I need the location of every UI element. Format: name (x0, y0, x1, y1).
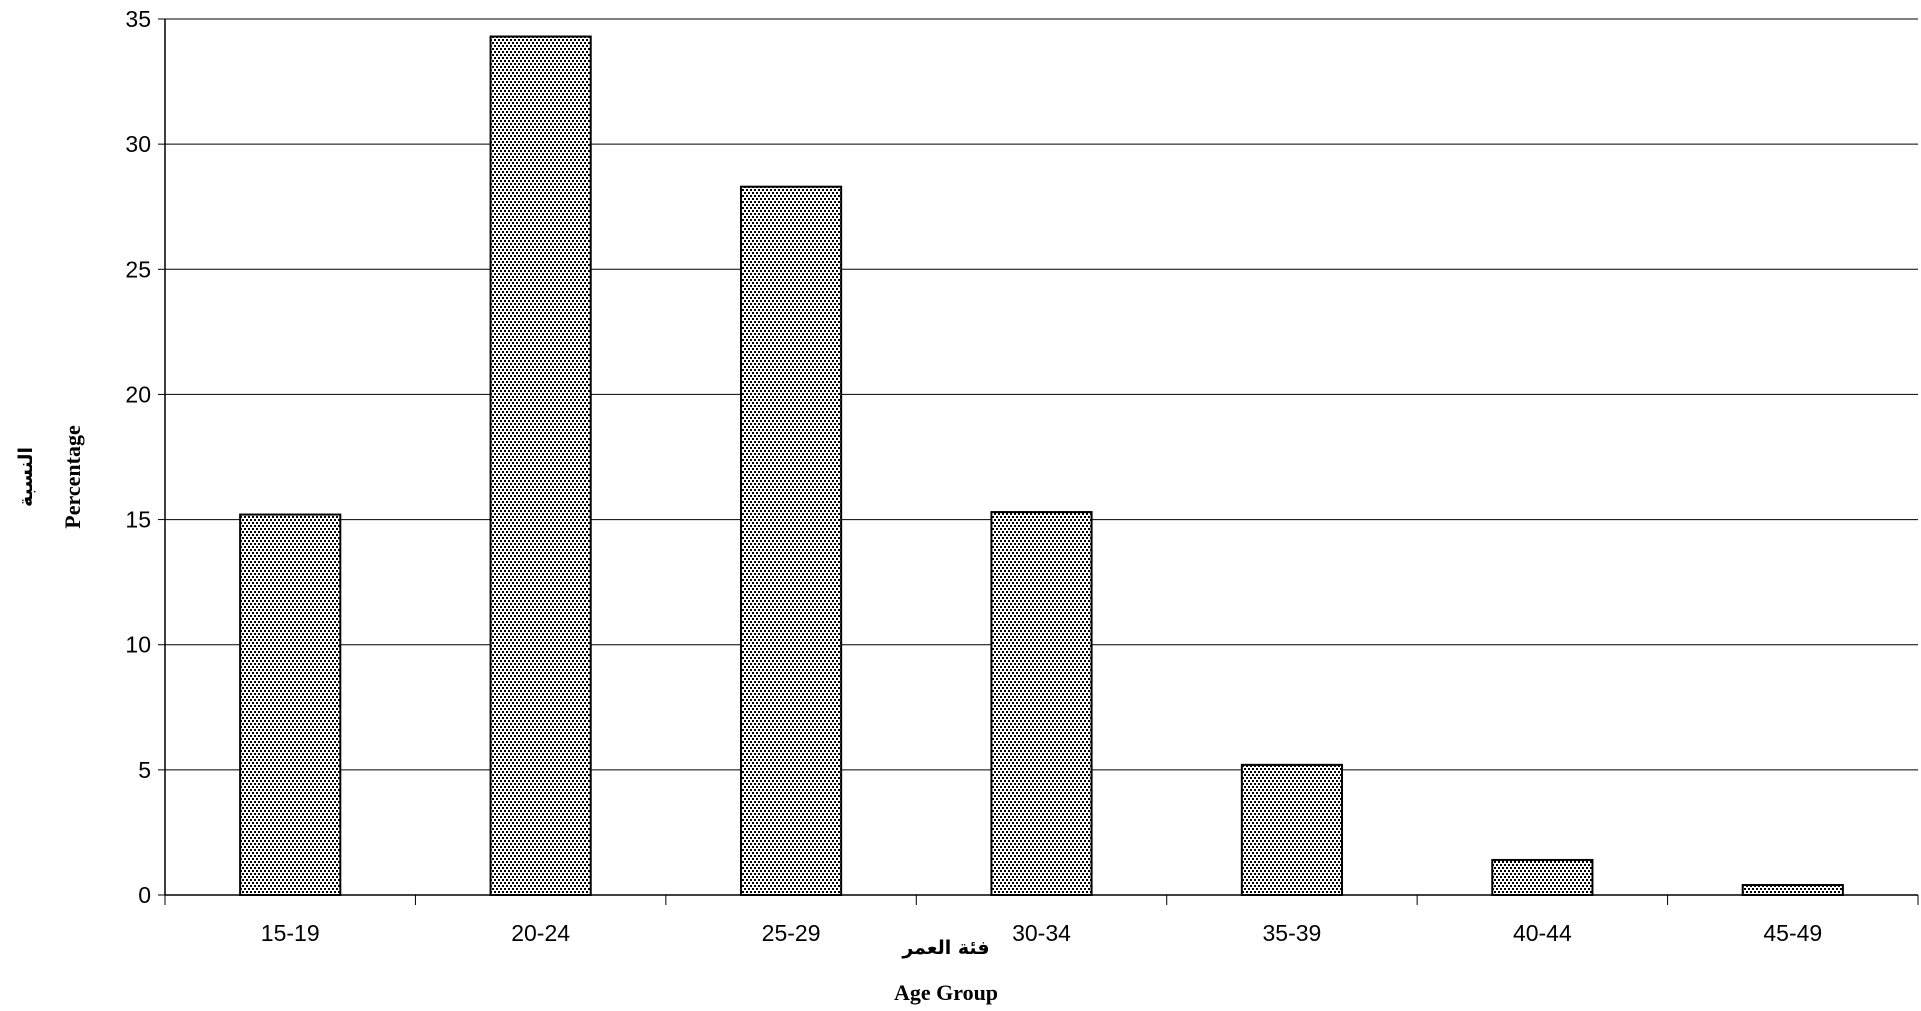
y-tick-label: 0 (138, 882, 151, 908)
y-tick-label: 30 (125, 131, 151, 157)
y-axis-title-arabic: النسبة (15, 447, 37, 507)
y-tick-label: 25 (125, 256, 151, 282)
x-tick-label: 30-34 (1012, 920, 1071, 946)
bar-30-34 (990, 511, 1093, 896)
bars (239, 35, 1844, 897)
x-tick-label: 15-19 (261, 920, 320, 946)
x-axis-title-arabic: فئة العمر (901, 937, 989, 959)
bar-45-49 (1741, 883, 1844, 897)
labels: 0 5 10 15 20 25 30 35 15-19 20-24 25-29 30-34 35-39 4… (125, 6, 1822, 946)
x-tick-label: 20-24 (511, 920, 570, 946)
bar-15-19 (239, 513, 342, 897)
x-axis-title: Age Group (894, 980, 998, 1005)
bar-40-44 (1491, 858, 1594, 897)
bar-20-24 (489, 35, 592, 896)
y-tick-label: 20 (125, 381, 151, 407)
x-tick-label: 35-39 (1263, 920, 1322, 946)
x-tick-label: 40-44 (1513, 920, 1572, 946)
x-tick-label: 45-49 (1763, 920, 1822, 946)
y-axis-title: Percentage (60, 425, 85, 529)
y-tick-label: 5 (138, 757, 151, 783)
y-tick-label: 15 (125, 507, 151, 533)
x-tick-label: 25-29 (762, 920, 821, 946)
bar-35-39 (1240, 763, 1344, 897)
bar-25-29 (739, 185, 843, 897)
axes (158, 18, 1919, 905)
y-tick-label: 35 (125, 6, 151, 32)
y-tick-label: 10 (125, 632, 151, 658)
